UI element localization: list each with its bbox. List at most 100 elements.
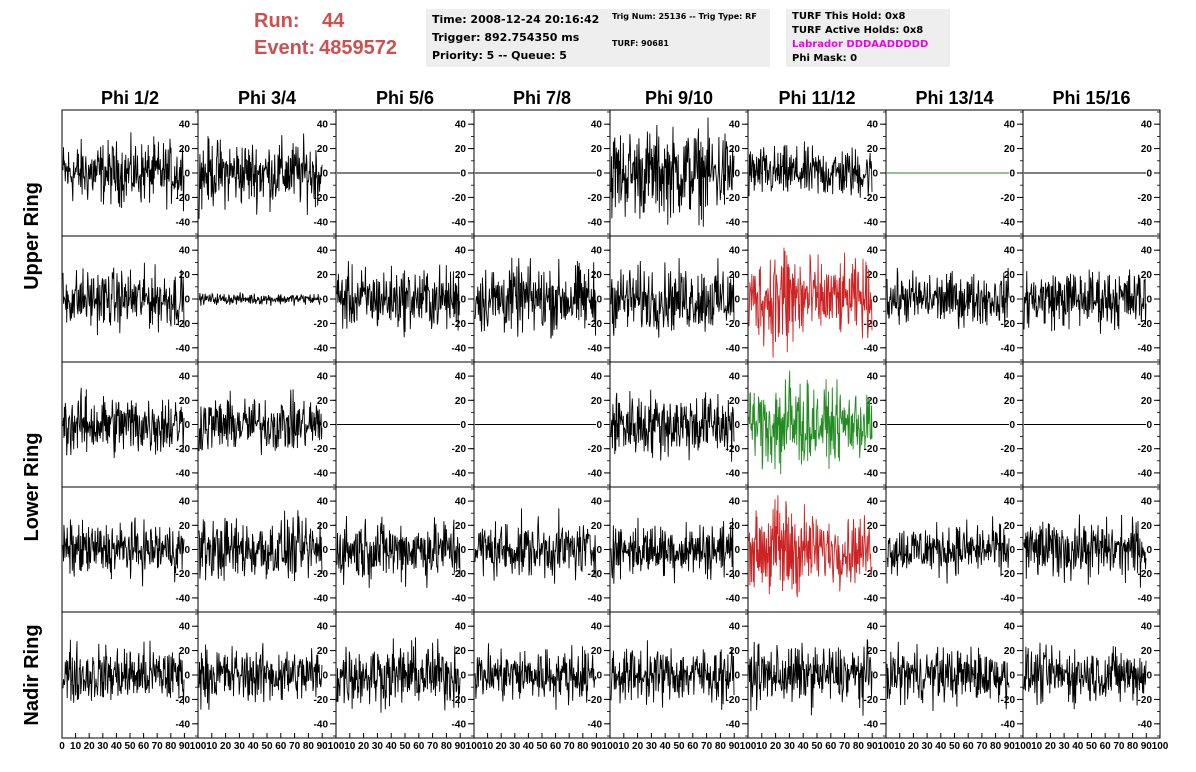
y-tick-label: 40 <box>1141 497 1153 508</box>
waveform-trace <box>886 267 1010 329</box>
y-tick-label: -20 <box>1001 444 1016 455</box>
waveform-trace <box>748 639 873 716</box>
y-tick-label: 0 <box>596 545 602 556</box>
waveform-trace <box>336 516 461 588</box>
x-tick-label: 90 <box>1141 741 1153 752</box>
y-tick-label: 40 <box>1004 622 1016 633</box>
y-tick-label: 0 <box>1146 545 1152 556</box>
y-tick-label: -40 <box>1138 719 1153 730</box>
x-tick-label: 30 <box>1059 741 1071 752</box>
y-tick-label: 20 <box>179 144 191 155</box>
y-tick-label: -40 <box>314 593 329 604</box>
y-tick-label: 20 <box>455 144 467 155</box>
waveform-trace <box>748 370 873 475</box>
waveform-trace <box>198 292 323 306</box>
phi-label: Phi 1/2 <box>101 88 159 108</box>
y-tick-label: 0 <box>872 420 878 431</box>
y-tick-label: 0 <box>184 545 190 556</box>
x-tick-label: 70 <box>152 741 164 752</box>
y-tick-label: 40 <box>317 372 329 383</box>
x-tick-label: 20 <box>632 741 644 752</box>
y-tick-label: -40 <box>452 593 467 604</box>
y-tick-label: 0 <box>1146 295 1152 306</box>
y-tick-label: -40 <box>588 593 603 604</box>
y-tick-label: -40 <box>864 593 879 604</box>
y-tick-label: 20 <box>179 396 191 407</box>
x-tick-label: 100 <box>466 741 483 752</box>
x-tick-label: 40 <box>798 741 810 752</box>
y-tick-label: -20 <box>864 319 879 330</box>
x-tick-label: 80 <box>303 741 315 752</box>
y-tick-label: -20 <box>452 569 467 580</box>
x-tick-label: 60 <box>687 741 699 752</box>
x-tick-label: 40 <box>248 741 260 752</box>
y-tick-label: -40 <box>726 217 741 228</box>
y-tick-label: -40 <box>588 468 603 479</box>
x-tick-label: 70 <box>839 741 851 752</box>
waveform-trace <box>62 387 185 459</box>
y-tick-label: -20 <box>726 193 741 204</box>
x-tick-label: 90 <box>729 741 741 752</box>
x-tick-label: 50 <box>536 741 548 752</box>
y-tick-label: -40 <box>452 217 467 228</box>
y-tick-label: 20 <box>1004 270 1016 281</box>
y-tick-label: 40 <box>1004 497 1016 508</box>
timing-info-box: Time: 2008-12-24 20:16:42 Trigger: 892.7… <box>426 9 616 67</box>
y-tick-label: 20 <box>591 521 603 532</box>
y-tick-label: -20 <box>864 695 879 706</box>
y-tick-label: 0 <box>596 671 602 682</box>
y-tick-label: 40 <box>867 372 879 383</box>
waveform-trace <box>474 508 597 584</box>
y-tick-label: -20 <box>176 319 191 330</box>
y-tick-label: 0 <box>872 671 878 682</box>
x-tick-label: 10 <box>756 741 768 752</box>
y-tick-label: 0 <box>734 545 740 556</box>
waveform-trace <box>474 643 597 710</box>
trigger-text: Trigger: 892.754350 ms <box>432 31 580 44</box>
y-tick-label: 20 <box>455 270 467 281</box>
x-tick-label: 100 <box>1015 741 1032 752</box>
x-tick-label: 80 <box>441 741 453 752</box>
x-tick-label: 80 <box>165 741 177 752</box>
waveform-trace <box>610 117 735 227</box>
y-tick-label: 40 <box>1004 120 1016 131</box>
y-tick-label: -20 <box>314 695 329 706</box>
y-tick-label: -40 <box>726 468 741 479</box>
turf-hold-text: TURF This Hold: 0x8 <box>792 11 906 22</box>
x-tick-label: 10 <box>894 741 906 752</box>
y-tick-label: 20 <box>455 396 467 407</box>
y-tick-label: 40 <box>455 497 467 508</box>
y-tick-label: -20 <box>726 319 741 330</box>
y-tick-label: -20 <box>588 569 603 580</box>
x-tick-label: 90 <box>317 741 329 752</box>
y-tick-label: -20 <box>314 569 329 580</box>
run-label: Run: <box>254 10 300 32</box>
x-tick-label: 10 <box>70 741 82 752</box>
labrador-text: Labrador DDDAADDDDD <box>792 39 929 50</box>
x-tick-label: 80 <box>853 741 865 752</box>
y-tick-label: 40 <box>179 622 191 633</box>
y-tick-label: 40 <box>179 372 191 383</box>
turf-active-text: TURF Active Holds: 0x8 <box>792 25 924 36</box>
waveform-trace <box>748 495 873 598</box>
y-tick-label: 40 <box>1004 372 1016 383</box>
x-tick-label: 60 <box>550 741 562 752</box>
y-tick-label: 0 <box>184 169 190 180</box>
x-tick-label: 10 <box>618 741 630 752</box>
x-tick-label: 20 <box>358 741 370 752</box>
phi-label: Phi 7/8 <box>513 88 571 108</box>
x-tick-label: 10 <box>206 741 218 752</box>
waveform-trace <box>886 516 1010 584</box>
y-tick-label: 40 <box>867 497 879 508</box>
event-value: 4859572 <box>319 37 397 59</box>
y-tick-label: -40 <box>452 468 467 479</box>
x-tick-label: 90 <box>455 741 467 752</box>
phi-mask-text: Phi Mask: 0 <box>792 53 858 64</box>
y-tick-label: 40 <box>729 120 741 131</box>
x-tick-label: 100 <box>878 741 895 752</box>
x-tick-label: 70 <box>427 741 439 752</box>
x-tick-label: 80 <box>1127 741 1139 752</box>
y-tick-label: 40 <box>455 372 467 383</box>
y-tick-label: -40 <box>176 719 191 730</box>
y-tick-label: 40 <box>317 246 329 257</box>
